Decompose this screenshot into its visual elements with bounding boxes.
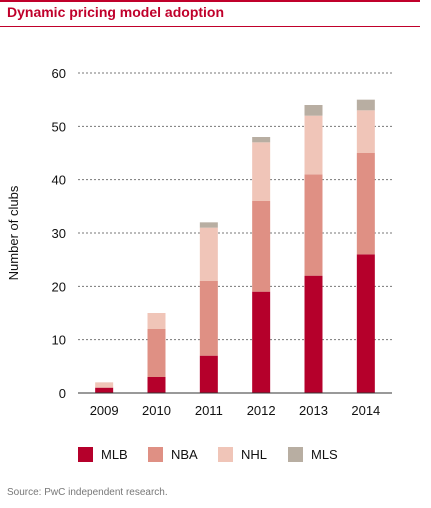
source-note: Source: PwC independent research. — [7, 487, 168, 498]
bar-mlb-2011 — [199, 355, 218, 393]
y-tick-label-40: 40 — [52, 173, 66, 188]
bar-nhl-2011 — [199, 227, 218, 281]
bar-nba-2011 — [199, 281, 218, 356]
bar-mls-2012 — [252, 137, 271, 143]
legend-item-mlb: MLB — [78, 444, 128, 464]
bar-nhl-2013 — [304, 115, 323, 175]
y-tick-label-50: 50 — [52, 119, 66, 134]
legend-item-nba: NBA — [148, 444, 198, 464]
bar-nba-2014 — [356, 153, 375, 255]
x-tick-label-2010: 2010 — [142, 403, 171, 418]
chart-legend: MLB NBA NHL MLS — [78, 444, 398, 464]
bar-mlb-2009 — [95, 387, 114, 393]
x-tick-label-2014: 2014 — [351, 403, 380, 418]
legend-swatch-mlb — [78, 446, 93, 462]
bar-mls-2014 — [356, 99, 375, 111]
stacked-bar-chart: Number of clubs 0 10 20 30 40 50 60 2009 2010 2011… — [6, 66, 392, 418]
legend-label-mlb: MLB — [101, 446, 128, 462]
legend-item-nhl: NHL — [218, 444, 267, 464]
bar-mlb-2012 — [252, 291, 271, 393]
y-axis-label: Number of clubs — [6, 185, 21, 280]
legend-label-nba: NBA — [171, 446, 198, 462]
bar-nhl-2009 — [95, 382, 114, 388]
y-tick-label-20: 20 — [52, 279, 66, 294]
bar-nhl-2014 — [356, 110, 375, 153]
x-tick-label-2011: 2011 — [195, 403, 223, 418]
bar-mls-2011 — [199, 222, 218, 228]
y-tick-label-30: 30 — [52, 226, 66, 241]
bar-nba-2010 — [147, 329, 166, 377]
legend-label-nhl: NHL — [241, 446, 268, 462]
y-tick-label-60: 60 — [52, 66, 66, 81]
x-tick-label-2009: 2009 — [90, 403, 119, 418]
bar-nhl-2010 — [147, 313, 166, 329]
y-tick-label-10: 10 — [52, 333, 66, 348]
bar-mlb-2010 — [147, 377, 166, 393]
x-tick-label-2012: 2012 — [247, 403, 276, 418]
bar-mlb-2014 — [356, 254, 375, 393]
bar-nba-2012 — [252, 201, 271, 292]
legend-item-mls: MLS — [288, 444, 338, 464]
title-underline — [0, 26, 420, 27]
bar-nba-2013 — [304, 174, 323, 276]
legend-swatch-nhl — [218, 446, 233, 462]
bar-nhl-2012 — [252, 142, 271, 201]
legend-swatch-mls — [288, 446, 303, 462]
legend-swatch-nba — [148, 446, 163, 462]
title-rule — [0, 0, 420, 2]
y-tick-label-0: 0 — [59, 386, 66, 401]
legend-label-mls: MLS — [311, 446, 338, 462]
bar-mls-2013 — [304, 105, 323, 116]
chart-title: Dynamic pricing model adoption — [7, 4, 225, 20]
x-tick-label-2013: 2013 — [299, 403, 328, 418]
bar-mlb-2013 — [304, 275, 323, 393]
